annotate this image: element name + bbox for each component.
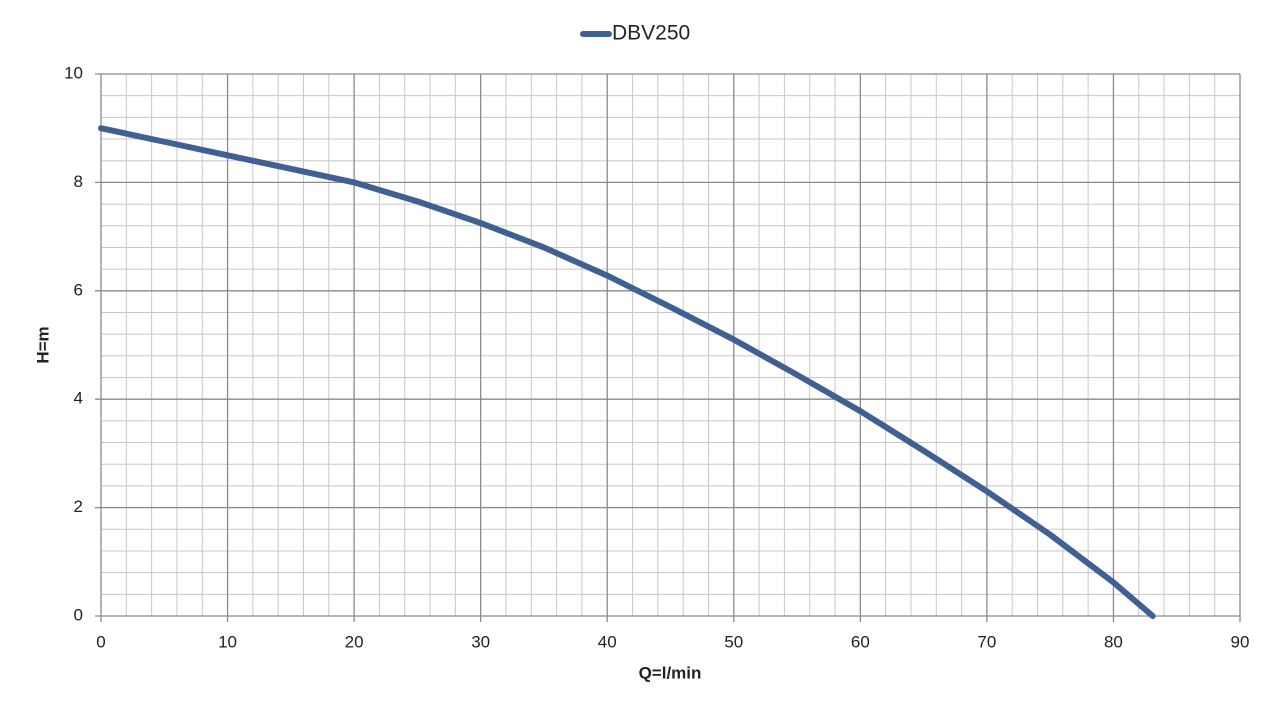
y-tick-label: 0 xyxy=(74,605,83,624)
x-tick-label: 10 xyxy=(218,632,237,651)
y-axis-label: H=m xyxy=(33,326,52,363)
y-tick-label: 10 xyxy=(64,63,83,82)
y-tick-label: 8 xyxy=(74,172,83,191)
x-tick-label: 60 xyxy=(851,632,870,651)
y-tick-label: 6 xyxy=(74,280,83,299)
y-tick-label: 4 xyxy=(74,389,83,408)
legend-label: DBV250 xyxy=(612,22,690,45)
x-tick-label: 80 xyxy=(1104,632,1123,651)
x-tick-label: 20 xyxy=(345,632,364,651)
x-tick-label: 40 xyxy=(598,632,617,651)
x-tick-label: 0 xyxy=(96,632,105,651)
y-tick-label: 2 xyxy=(74,497,83,516)
x-tick-label: 70 xyxy=(977,632,996,651)
data-line xyxy=(98,125,1156,619)
x-tick-label: 30 xyxy=(471,632,490,651)
x-tick-label: 90 xyxy=(1231,632,1250,651)
x-axis-label: Q=l/min xyxy=(639,663,702,682)
x-tick-label: 50 xyxy=(724,632,743,651)
